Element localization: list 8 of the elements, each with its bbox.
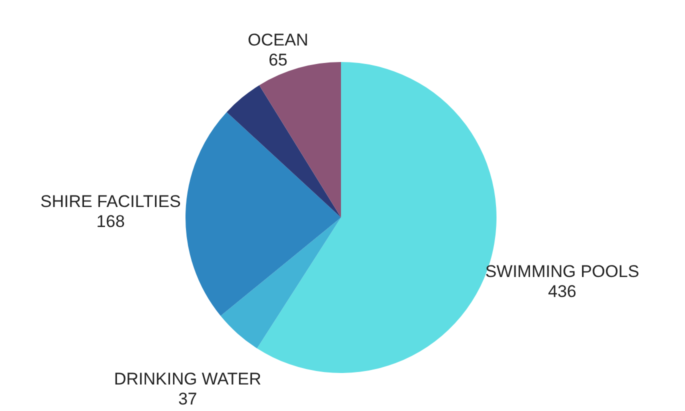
slice-label: SWIMMING POOLS <box>485 262 640 282</box>
data-label: 436 <box>548 282 576 302</box>
data-label: 37 <box>178 389 198 408</box>
data-label: 65 <box>268 50 288 70</box>
data-label: 168 <box>96 212 125 232</box>
slice-label: SHIRE FACILTIES <box>40 192 181 212</box>
slice-label: OCEAN <box>248 30 308 50</box>
slice-label: DRINKING WATER <box>114 369 262 388</box>
